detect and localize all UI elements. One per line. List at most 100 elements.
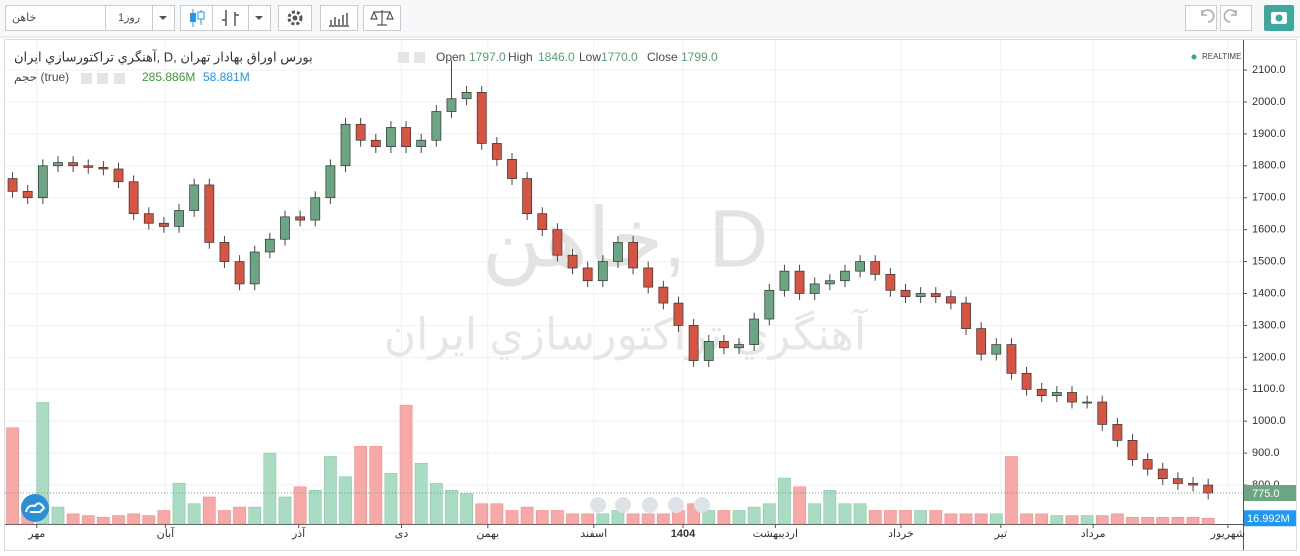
dropdown-arrow[interactable] (255, 16, 263, 20)
scroll-left[interactable] (590, 497, 606, 513)
candle-body (930, 293, 941, 298)
candle-body (658, 286, 669, 304)
volume-bar (778, 477, 791, 525)
volume-bar (51, 506, 65, 525)
y-tick-label: 1000.0 (1252, 415, 1286, 427)
x-tick-label: دی (395, 528, 409, 540)
volume-bar (263, 452, 277, 525)
logo[interactable] (21, 494, 49, 522)
volume-bar (793, 486, 806, 525)
volume-bar (1126, 516, 1139, 525)
plot (5, 60, 1243, 525)
interval-text: 1روز (118, 12, 140, 24)
legend-icon[interactable] (81, 73, 92, 84)
y-tick-label: 1600.0 (1252, 224, 1286, 236)
candle-body (855, 261, 865, 272)
candle-body (340, 123, 351, 167)
undo-button[interactable] (1185, 5, 1217, 31)
high-label: High (508, 50, 533, 64)
navigation-buttons (590, 497, 710, 513)
x-tick-label: آذر (291, 526, 306, 540)
volume-bar (490, 503, 504, 525)
volume-bar (414, 462, 428, 525)
volume-bar (1186, 516, 1200, 525)
scroll-right[interactable] (694, 497, 710, 513)
candle-body (174, 210, 184, 227)
y-tick-label: 2100.0 (1252, 64, 1286, 76)
candle-body (53, 162, 63, 167)
volume-bar (248, 506, 262, 525)
candle-body (1051, 392, 1062, 397)
reset[interactable] (642, 497, 658, 513)
legend-icon[interactable] (414, 52, 425, 63)
candle-body (764, 289, 775, 320)
candle-body (204, 184, 215, 243)
x-tick-label: اردیبهشت (753, 528, 798, 540)
candle-body (128, 181, 139, 215)
candle-body (143, 213, 154, 224)
dropdown-arrow[interactable] (159, 16, 167, 20)
candle-body (991, 344, 1002, 355)
legend-icon[interactable] (398, 52, 409, 63)
volume-bar (1201, 517, 1215, 525)
volume-bar (853, 503, 867, 525)
realtime-dot (1191, 54, 1197, 60)
volume-bar (974, 513, 988, 525)
undo-icon (1201, 9, 1215, 23)
legend-icon[interactable] (97, 73, 108, 84)
candle-body (1203, 484, 1214, 494)
volume-bar (384, 473, 398, 525)
candle-body (219, 242, 230, 262)
volume-bar (445, 489, 458, 525)
volume-bar (1050, 515, 1064, 525)
candle-body (537, 213, 548, 230)
bars-icon[interactable] (222, 10, 239, 26)
zoom-in[interactable] (668, 497, 684, 513)
volume-bar (702, 510, 716, 525)
candle-body (446, 98, 457, 112)
volume-bar (293, 486, 307, 525)
candle-body (1082, 401, 1093, 404)
candle-body (476, 92, 487, 144)
candle-body (688, 325, 699, 361)
logo-cloud (25, 502, 46, 513)
symbol-input[interactable] (5, 5, 106, 31)
volume-bar (354, 446, 368, 525)
legend-icon[interactable] (114, 73, 125, 84)
candle-body (1127, 440, 1138, 460)
x-tick-label: آبان (157, 526, 175, 540)
y-tick-label: 900.0 (1252, 447, 1280, 459)
redo-button[interactable] (1220, 5, 1252, 31)
compare-icon (370, 10, 394, 26)
open-value: 1797.0 (469, 50, 506, 64)
last-volume-label: 16.992M (1247, 513, 1290, 525)
candle-body (37, 165, 48, 199)
zoom-out[interactable] (615, 497, 631, 513)
volume-bar (732, 510, 746, 525)
volume-bar (172, 482, 186, 525)
y-tick-label: 2000.0 (1252, 96, 1286, 108)
volume-bar (1005, 456, 1018, 525)
candle-body (491, 143, 502, 160)
candle-body (900, 289, 911, 298)
volume-bar (1095, 515, 1109, 525)
candles-icon[interactable] (190, 9, 205, 27)
volume-label: حجم (true) (14, 70, 69, 84)
candle-body (961, 302, 971, 329)
volume-bar (157, 510, 171, 525)
y-tick-label: 1700.0 (1252, 192, 1286, 204)
watermark-name: آهنگري تراكتورسازي ايران (384, 308, 868, 361)
volume-bar (399, 404, 413, 525)
volume-bar (929, 510, 943, 525)
last-price-tag (1244, 485, 1296, 502)
volume-bar (551, 510, 564, 525)
y-tick-label: 1800.0 (1252, 160, 1286, 172)
chart-panel (4, 39, 1297, 551)
camera-lens (1275, 14, 1283, 22)
volume-bar (278, 496, 292, 525)
volume-bar (944, 513, 958, 525)
gear-center (292, 15, 298, 21)
volume-bar (233, 506, 246, 525)
volume-bar (899, 510, 912, 525)
volume-bar (1035, 513, 1049, 525)
